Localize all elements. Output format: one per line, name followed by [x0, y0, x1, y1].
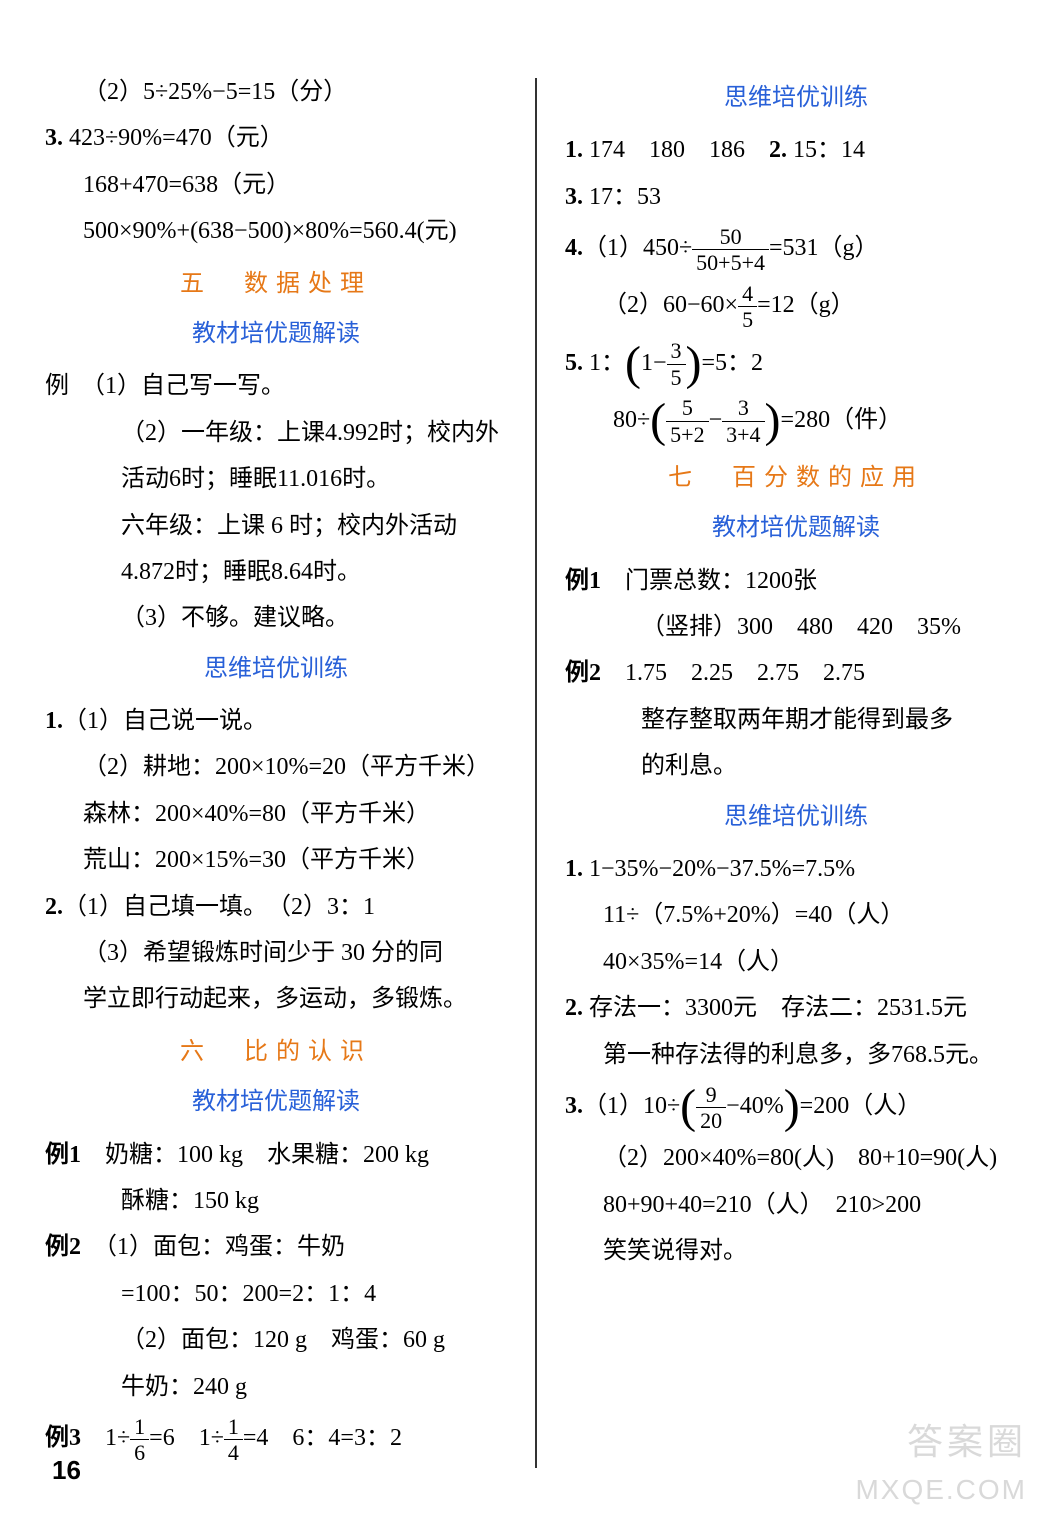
text-line: （竖排）300 480 420 35%: [565, 605, 1027, 649]
text-line: 2. 存法一：3300元 存法二：2531.5元: [565, 986, 1027, 1030]
page-number: 16: [52, 1446, 81, 1494]
subsection-heading: 教材培优题解读: [45, 1080, 507, 1124]
watermark-url: MXQE.COM: [855, 1464, 1027, 1516]
subsection-heading: 思维培优训练: [565, 76, 1027, 120]
subsection-heading: 教材培优题解读: [45, 312, 507, 356]
text-line: （2）200×40%=80(人) 80+10=90(人): [565, 1136, 1027, 1180]
text-line: 例2 （1）面包：鸡蛋：牛奶: [45, 1225, 507, 1269]
text-line: 168+470=638（元）: [45, 163, 507, 207]
section-heading-5: 五 数据处理: [45, 262, 507, 306]
text-line: 笑笑说得对。: [565, 1229, 1027, 1273]
text-line: 整存整取两年期才能得到最多: [565, 698, 1027, 742]
text-line: （3）希望锻炼时间少于 30 分的同: [45, 931, 507, 975]
text-line: 例3 1÷16=6 1÷14=4 6：4=3：2: [45, 1411, 507, 1466]
text-line: 森林：200×40%=80（平方千米）: [45, 792, 507, 836]
text-line: 活动6时；睡眠11.016时。: [45, 457, 507, 501]
text-line: 3. 3. 423÷90%=470（元）423÷90%=470（元）: [45, 116, 507, 160]
text-line: 酥糖：150 kg: [45, 1179, 507, 1223]
text-line: 荒山：200×15%=30（平方千米）: [45, 838, 507, 882]
text-line: （2）60−60×45=12（g）: [565, 278, 1027, 333]
text-line: 80÷(55+2−33+4)=280（件）: [565, 393, 1027, 448]
subsection-heading: 思维培优训练: [565, 795, 1027, 839]
text-line: 500×90%+(638−500)×80%=560.4(元): [45, 209, 507, 253]
text-line: 4.872时；睡眠8.64时。: [45, 550, 507, 594]
text-line: 例 （1）自己写一写。: [45, 364, 507, 408]
text-line: 1.（1）自己说一说。: [45, 699, 507, 743]
text-line: 3. 17：53: [565, 175, 1027, 219]
text-line: （2）面包：120 g 鸡蛋：60 g: [45, 1318, 507, 1362]
text-line: （3）不够。建议略。: [45, 596, 507, 640]
text-line: =100：50：200=2：1：4: [45, 1272, 507, 1316]
text-line: 40×35%=14（人）: [565, 940, 1027, 984]
text-line: 1. 174 180 186 2. 15：14: [565, 128, 1027, 172]
text-line: 第一种存法得的利息多，多768.5元。: [565, 1033, 1027, 1077]
text-line: （2）5÷25%−5=15（分）: [45, 70, 507, 114]
text-line: 例2 1.75 2.25 2.75 2.75: [565, 651, 1027, 695]
text-line: （2）一年级：上课4.992时；校内外: [45, 411, 507, 455]
text-line: 80+90+40=210（人） 210>200: [565, 1183, 1027, 1227]
text-line: 11÷（7.5%+20%）=40（人）: [565, 893, 1027, 937]
text-line: 例1 门票总数：1200张: [565, 559, 1027, 603]
text-line: 的利息。: [565, 744, 1027, 788]
text-line: 2.（1）自己填一填。 （2）3：1: [45, 885, 507, 929]
text-line: 牛奶：240 g: [45, 1365, 507, 1409]
text-line: 六年级：上课 6 时；校内外活动: [45, 504, 507, 548]
text-line: 1. 1−35%−20%−37.5%=7.5%: [565, 847, 1027, 891]
text-line: 例1 奶糖：100 kg 水果糖：200 kg: [45, 1133, 507, 1177]
text-line: 学立即行动起来，多运动，多锻炼。: [45, 977, 507, 1021]
section-heading-7: 七 百分数的应用: [565, 456, 1027, 500]
section-heading-6: 六 比的认识: [45, 1030, 507, 1074]
subsection-heading: 思维培优训练: [45, 647, 507, 691]
text-line: 3.（1）10÷(920−40%)=200（人）: [565, 1079, 1027, 1134]
text-line: 5. 1：(1−35)=5：2: [565, 336, 1027, 391]
text-line: （2）耕地：200×10%=20（平方千米）: [45, 745, 507, 789]
text-line: 4.（1）450÷5050+5+4=531（g）: [565, 221, 1027, 276]
subsection-heading: 教材培优题解读: [565, 506, 1027, 550]
